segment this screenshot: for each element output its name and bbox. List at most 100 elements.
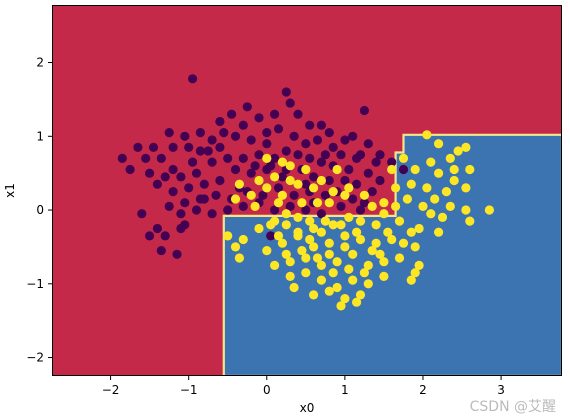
x-tick-label: 2: [419, 383, 427, 397]
y-tick-label: −2: [26, 351, 44, 365]
y-tick-label: 1: [36, 129, 44, 143]
point-class-0: [320, 150, 330, 160]
point-class-0: [184, 142, 194, 152]
point-class-0: [168, 164, 178, 175]
point-class-0: [270, 109, 280, 119]
point-class-1: [445, 153, 455, 163]
point-class-1: [324, 286, 334, 296]
point-class-0: [250, 161, 260, 171]
point-class-0: [293, 109, 303, 119]
point-class-1: [445, 201, 455, 211]
point-class-0: [254, 150, 264, 160]
point-class-1: [273, 198, 284, 208]
point-class-0: [164, 201, 174, 211]
point-class-0: [180, 198, 190, 208]
point-class-0: [203, 146, 213, 156]
point-class-1: [391, 201, 401, 211]
point-class-1: [383, 227, 393, 237]
point-class-0: [336, 201, 346, 211]
point-class-1: [484, 205, 494, 215]
point-class-0: [176, 172, 186, 182]
point-class-1: [426, 157, 436, 167]
point-class-0: [273, 183, 284, 193]
point-class-0: [320, 190, 330, 200]
point-class-0: [133, 142, 143, 152]
point-class-0: [352, 153, 362, 163]
point-class-0: [328, 142, 338, 152]
point-class-1: [379, 209, 389, 219]
point-class-0: [148, 142, 159, 152]
point-class-0: [191, 205, 202, 215]
point-class-1: [324, 198, 334, 208]
point-class-1: [301, 164, 311, 175]
point-class-0: [238, 120, 248, 130]
point-class-0: [184, 183, 194, 193]
point-class-1: [453, 146, 463, 156]
point-class-0: [246, 135, 256, 145]
point-class-0: [188, 157, 198, 167]
point-class-1: [332, 257, 342, 267]
point-class-1: [449, 164, 459, 175]
point-class-0: [266, 231, 276, 241]
point-class-0: [375, 150, 385, 160]
class-1-region: [222, 133, 562, 376]
point-class-1: [387, 164, 397, 175]
point-class-1: [324, 238, 334, 248]
point-class-1: [234, 179, 244, 189]
point-class-0: [168, 142, 178, 152]
point-class-1: [266, 220, 276, 230]
point-class-1: [394, 253, 405, 263]
point-class-0: [207, 157, 217, 167]
point-class-0: [281, 87, 291, 97]
point-class-1: [344, 183, 354, 193]
point-class-1: [293, 179, 303, 189]
point-class-1: [328, 220, 338, 230]
point-class-0: [215, 116, 225, 127]
point-class-0: [301, 139, 311, 149]
point-class-1: [297, 246, 307, 256]
point-class-1: [359, 268, 369, 278]
point-class-0: [180, 220, 190, 230]
point-class-1: [348, 249, 358, 259]
point-class-1: [250, 201, 260, 211]
point-class-1: [461, 205, 471, 215]
point-class-1: [414, 260, 424, 270]
point-class-0: [180, 131, 190, 141]
x-tick-label: −2: [102, 383, 120, 397]
point-class-1: [461, 142, 471, 152]
point-class-0: [363, 168, 373, 178]
point-class-0: [312, 135, 323, 145]
point-class-1: [289, 282, 299, 293]
point-class-0: [223, 205, 233, 215]
point-class-1: [449, 175, 459, 186]
point-class-1: [309, 183, 319, 193]
point-class-1: [375, 249, 385, 259]
point-class-1: [465, 216, 475, 226]
point-class-1: [332, 282, 342, 293]
point-class-1: [355, 234, 366, 245]
point-class-0: [363, 139, 373, 149]
point-class-0: [168, 187, 178, 197]
point-class-1: [461, 183, 471, 193]
point-class-0: [316, 209, 326, 219]
point-class-1: [230, 242, 241, 252]
point-class-1: [414, 223, 424, 234]
point-class-1: [344, 264, 354, 274]
point-class-0: [195, 128, 205, 138]
point-class-0: [348, 131, 358, 141]
point-class-1: [270, 260, 280, 270]
y-tick-label: 0: [36, 203, 44, 217]
point-class-0: [305, 153, 315, 163]
point-class-1: [379, 198, 389, 208]
point-class-1: [422, 130, 432, 140]
point-class-1: [332, 164, 342, 175]
point-class-0: [355, 205, 366, 215]
point-class-1: [430, 194, 440, 204]
point-class-0: [227, 109, 237, 119]
point-class-1: [379, 257, 389, 267]
point-class-1: [363, 279, 373, 289]
point-class-1: [312, 198, 323, 208]
point-class-0: [207, 209, 217, 219]
point-class-0: [211, 190, 221, 200]
point-class-1: [273, 231, 284, 241]
